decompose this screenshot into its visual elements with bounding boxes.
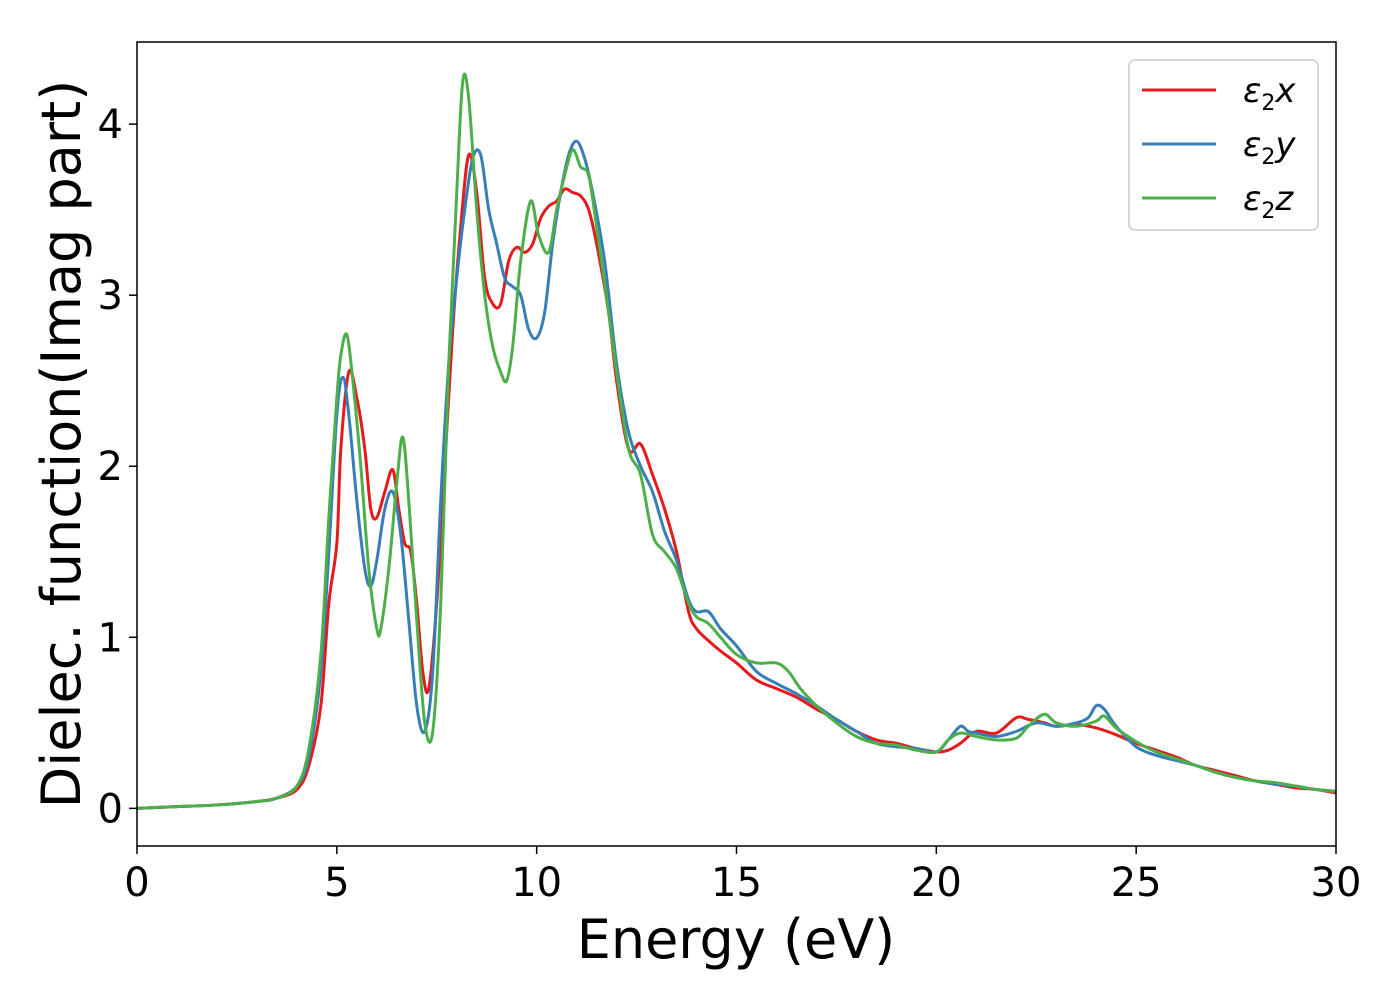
x-tick-label: 15 [711,860,762,906]
x-tick-label: 30 [1311,860,1362,906]
legend-box [1128,59,1319,231]
x-tick-label: 5 [324,860,349,906]
legend-label-y: ε2y [1243,125,1296,170]
x-tick-label: 20 [911,860,962,906]
series-layer [136,72,1337,810]
series-line-y [136,139,1337,810]
x-tick-label: 25 [1111,860,1162,906]
y-tick-label: 4 [98,102,123,148]
legend-label-x: ε2x [1243,71,1296,116]
y-axis-title: Dielec. function(Imag part) [30,80,93,809]
series-line-z [136,72,1337,810]
x-tick-label: 10 [511,860,562,906]
y-tick-label: 2 [98,444,123,490]
y-tick-label: 1 [98,615,123,661]
x-axis-title: Energy (eV) [577,908,896,971]
tick-layer: 0 5 10 15 20 25 30 0 1 2 3 4 [98,102,1362,906]
y-tick-label: 3 [98,273,123,319]
legend-label-z: ε2z [1243,179,1294,224]
y-tick-label: 0 [98,786,123,832]
x-tick-label: 0 [124,860,149,906]
legend-items: ε2x ε2y ε2z [1142,71,1296,224]
legend: ε2x ε2y ε2z [1128,59,1319,231]
